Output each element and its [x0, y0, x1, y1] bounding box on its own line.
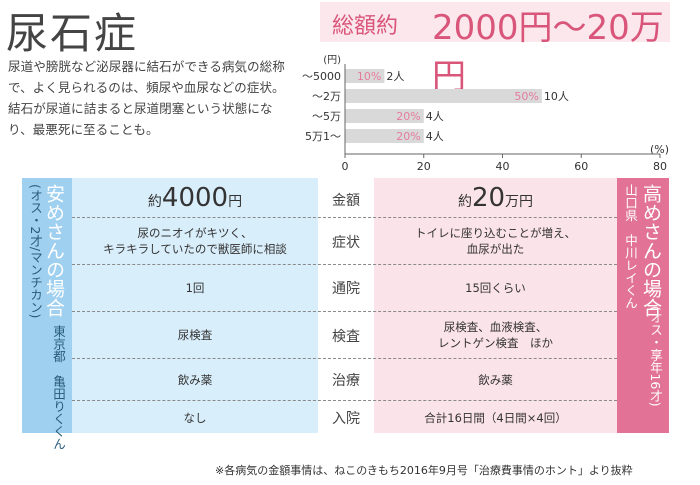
left-symptoms-line: キラキラしていたので獣医師に相談	[103, 242, 287, 256]
bar-count-label: 10人	[544, 90, 569, 103]
description-text: 尿道や膀胱など泌尿器に結石ができる病気の総称で、よく見られるのは、頻尿や血尿など…	[8, 59, 285, 137]
right-symptoms: トイレに座り込むことが増え、 血尿が出た	[374, 225, 617, 257]
left-amount-value: 4000	[161, 183, 229, 213]
row-label-amount: 金額	[332, 193, 360, 209]
y-unit-label: (円)	[323, 55, 341, 66]
left-case-title: 安めさんの場合	[43, 184, 65, 317]
bar	[345, 129, 424, 143]
right-amount-value: 20	[471, 183, 506, 213]
left-amount-unit: 円	[228, 194, 243, 210]
bar-count-label: 4人	[426, 130, 444, 143]
left-amount: 約4000円	[72, 183, 318, 217]
right-tests-line: 尿検査、血液検査、	[443, 320, 548, 334]
category-label: 〜2万	[312, 90, 341, 103]
right-treatment: 飲み薬	[478, 373, 513, 387]
total-cost-label: 総額約	[332, 14, 399, 39]
total-cost-value: 2000円〜20万円	[432, 8, 664, 97]
x-tick-label: 80	[653, 160, 667, 170]
left-treatment: 飲み薬	[177, 373, 213, 387]
x-tick-label: 0	[342, 160, 349, 170]
x-tick-label: 40	[496, 160, 510, 170]
right-case-title: 高めさんの場合	[640, 184, 662, 317]
row-divider	[72, 358, 617, 359]
row-label-tests: 検査	[332, 329, 360, 345]
category-label: 〜5万	[312, 110, 341, 123]
right-case-profile: (オス・享年16才)	[648, 306, 663, 407]
left-symptoms: 尿のニオイがキツく、 キラキラしていたので獣医師に相談	[72, 225, 318, 257]
bar-count-label: 4人	[426, 110, 444, 123]
right-symptoms-line: 血尿が出た	[466, 242, 525, 256]
page-title: 尿石症	[6, 9, 139, 58]
x-tick-label: 20	[417, 160, 431, 170]
x-tick-label: 60	[574, 160, 588, 170]
bar	[345, 89, 542, 103]
total-cost-banner: 総額約 2000円〜20万円	[320, 2, 670, 97]
right-symptoms-line: トイレに座り込むことが増え、	[415, 226, 576, 240]
row-label-hospitalization: 入院	[332, 411, 360, 427]
left-case-sidebar: 安めさんの場合 (オス・2才/マンチカン) 東京都 亀田りくくん	[22, 178, 72, 450]
bar-value-label: 20%	[396, 110, 420, 123]
left-case-owner: 東京都 亀田りくくん	[51, 325, 66, 450]
category-label: 5万1〜	[305, 130, 341, 143]
bar-value-label: 10%	[357, 70, 381, 83]
right-case-column	[374, 178, 617, 433]
left-hospitalization: なし	[183, 411, 207, 425]
bar-value-label: 20%	[396, 130, 420, 143]
x-unit-label: (%)	[650, 143, 669, 156]
row-divider	[72, 217, 617, 218]
category-label: 〜5000	[302, 70, 341, 83]
right-tests: 尿検査、血液検査、 レントゲン検査 ほか	[374, 319, 617, 351]
left-case-column	[72, 178, 318, 433]
left-visits: 1回	[185, 281, 205, 295]
bar	[345, 69, 385, 83]
bar-count-label: 2人	[386, 70, 404, 83]
row-divider	[72, 400, 617, 401]
right-visits: 15回くらい	[465, 281, 526, 295]
left-symptoms-line: 尿のニオイがキツく、	[137, 226, 253, 240]
row-label-treatment: 治療	[332, 373, 360, 389]
cost-distribution-chart: (円) (%) 〜5000 10% 2人〜2万 50% 10人〜5万 20% 4人 5万1〜 20%…	[302, 55, 669, 170]
source-note: ※各病気の金額事情は、ねこのきもち2016年9月号「治療費事情のホント」より抜粋	[215, 464, 633, 477]
row-divider	[72, 264, 617, 265]
bar	[345, 109, 424, 123]
left-case-profile: (オス・2才/マンチカン)	[28, 184, 43, 319]
row-label-symptoms: 症状	[332, 235, 360, 251]
right-amount: 約20万円	[374, 183, 617, 217]
row-divider	[72, 311, 617, 312]
right-case-owner: 山口県 中川レイくん	[623, 184, 638, 309]
right-tests-line: レントゲン検査 ほか	[438, 336, 553, 350]
bar-value-label: 50%	[514, 90, 538, 103]
right-case-sidebar: 高めさんの場合 山口県 中川レイくん (オス・享年16才)	[617, 178, 669, 433]
right-amount-prefix: 約	[457, 194, 472, 210]
left-tests: 尿検査	[177, 328, 213, 342]
right-amount-unit: 万円	[505, 194, 534, 210]
row-label-visits: 通院	[332, 281, 360, 297]
right-hospitalization: 合計16日間（4日間×4回）	[424, 411, 567, 425]
left-amount-prefix: 約	[147, 194, 162, 210]
